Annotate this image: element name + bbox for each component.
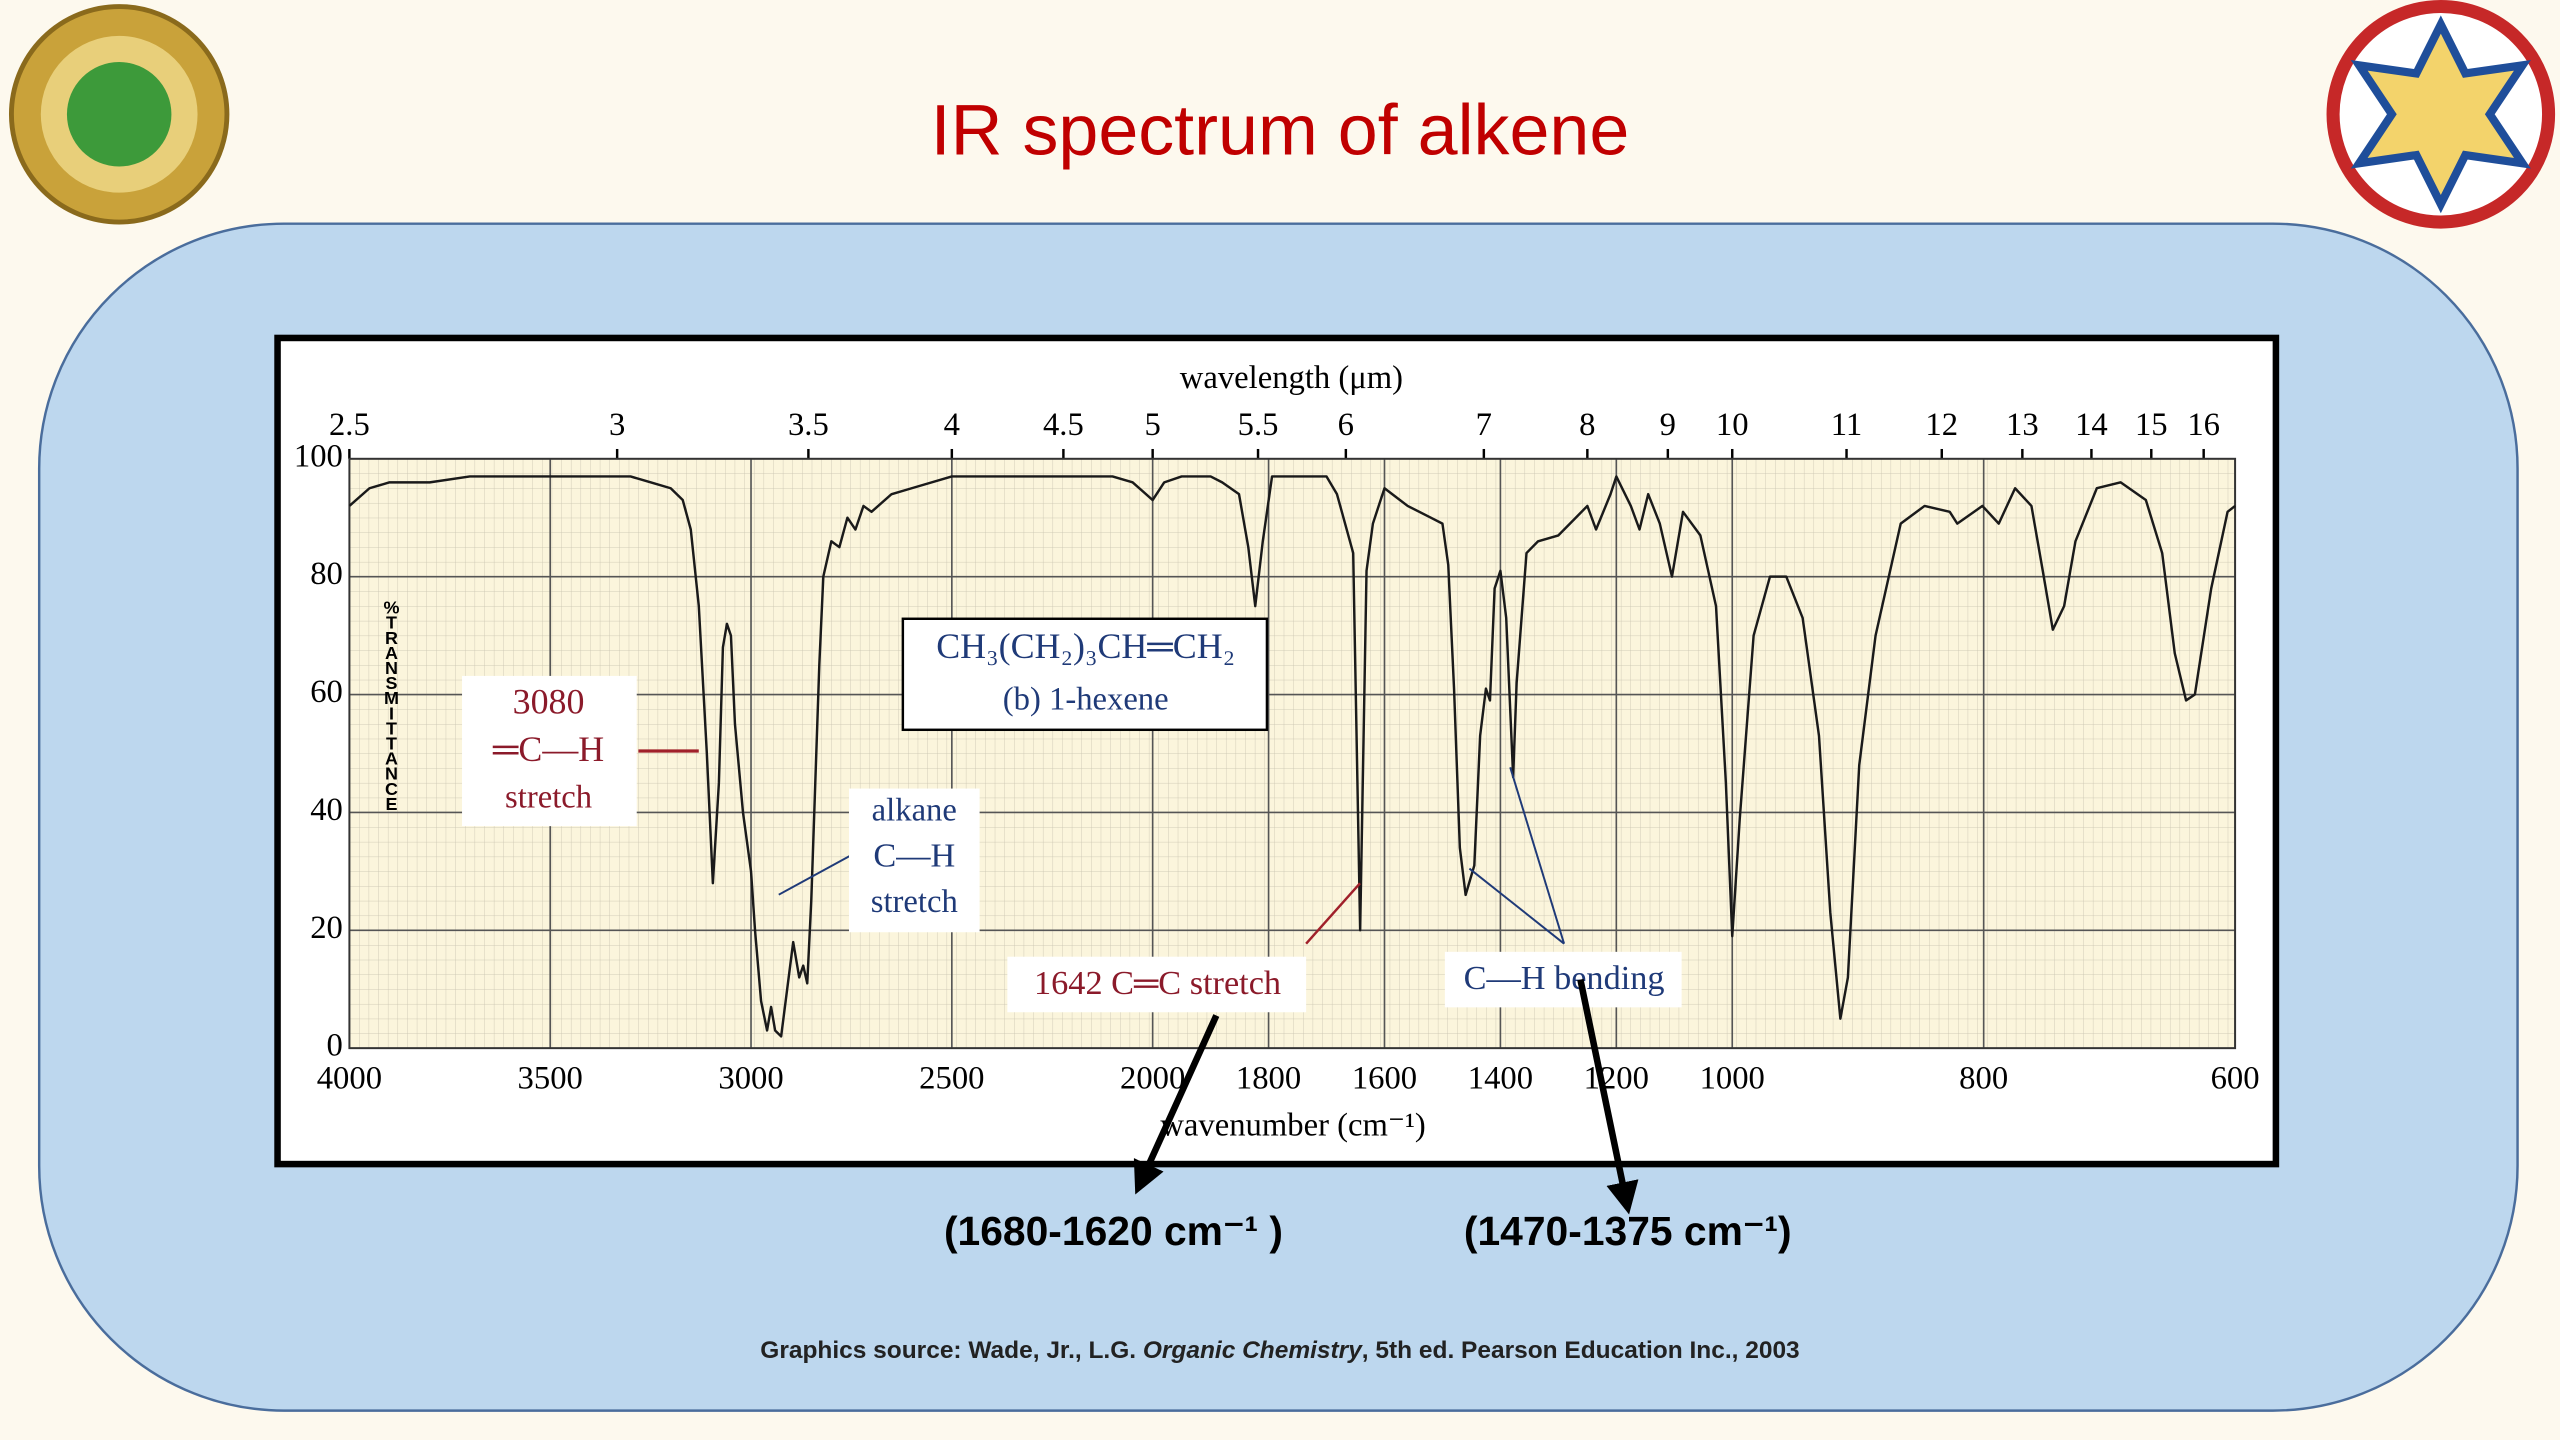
source-text: , 5th ed. Pearson Education Inc., 2003: [1362, 1337, 1800, 1364]
compound-formula: CH₃(CH₂)₃CH═CH₂: [936, 626, 1235, 666]
x2-tick-label: 12: [1925, 407, 1958, 443]
x2-tick-label: 16: [2187, 407, 2220, 443]
x-tick-label: 600: [2211, 1060, 2260, 1096]
x2-tick-label: 6: [1338, 407, 1354, 443]
grid: 0 20 40 60 80 100 4000 3500 3000 2500 2000 1800 1600…: [294, 407, 2260, 1096]
annotation: alkane: [872, 793, 957, 829]
y-tick-label: 20: [310, 910, 343, 946]
annotation: stretch: [871, 884, 958, 920]
x2-tick-label: 11: [1831, 407, 1862, 443]
x-tick-label: 1600: [1352, 1060, 1417, 1096]
annotation: 1642 C═C stretch: [1034, 964, 1281, 1002]
x2-tick-label: 3: [609, 407, 625, 443]
compound-name: (b) 1-hexene: [1003, 682, 1169, 718]
arrow: [1133, 1014, 1220, 1195]
logo-left: [8, 4, 230, 225]
x2-tick-label: 15: [2135, 407, 2168, 443]
logo-right: [2326, 0, 2556, 229]
x2-tick-label: 5: [1144, 407, 1160, 443]
annotation: stretch: [505, 779, 592, 815]
y-tick-label: 80: [310, 556, 343, 592]
x-tick-label: 800: [1959, 1060, 2008, 1096]
x2-tick-label: 14: [2075, 407, 2108, 443]
leader-line: [1468, 867, 1565, 945]
x-tick-label: 1200: [1584, 1060, 1649, 1096]
range-label: (1680-1620 cm⁻¹ ): [944, 1208, 1283, 1254]
x2-tick-label: 4.5: [1043, 407, 1084, 443]
annotation: 3080: [513, 682, 585, 722]
range-label: (1470-1375 cm⁻¹): [1464, 1208, 1792, 1254]
y-tick-label: 100: [294, 438, 343, 474]
plot-border: [348, 457, 2237, 1050]
y-axis-label: %TRANSMITTANCE: [381, 598, 401, 810]
source-note: Graphics source: Wade, Jr., L.G. Organic…: [760, 1337, 1799, 1364]
x-tick-label: 2500: [919, 1060, 984, 1096]
x2-tick-label: 8: [1579, 407, 1595, 443]
x-tick-label: 3500: [518, 1060, 583, 1096]
annotation: C—H bending: [1464, 959, 1665, 997]
plot-area: [349, 458, 2236, 1049]
annotation: ═C—H: [492, 729, 604, 769]
x-tick-label: 1400: [1468, 1060, 1533, 1096]
y-tick-label: 60: [310, 674, 343, 710]
x2-tick-label: 10: [1716, 407, 1749, 443]
source-text: Graphics source: Wade, Jr., L.G.: [760, 1337, 1143, 1364]
leader-line: [778, 854, 852, 896]
slide-title: IR spectrum of alkene: [931, 90, 1630, 170]
x2-tick-label: 5.5: [1238, 407, 1279, 443]
x-tick-label: 4000: [317, 1060, 382, 1096]
x2-tick-label: 9: [1660, 407, 1676, 443]
x-tick-label: 2000: [1120, 1060, 1185, 1096]
annotation-box: [462, 675, 637, 827]
leader-line: [1509, 767, 1566, 944]
x2-tick-label: 13: [2006, 407, 2039, 443]
x2-axis-label: wavelength (μm): [1180, 360, 1403, 396]
x-tick-label: 3000: [718, 1060, 783, 1096]
x-tick-label: 1000: [1700, 1060, 1765, 1096]
y-tick-label: 40: [310, 792, 343, 828]
compound-box: [901, 617, 1269, 732]
annotation-box: [1007, 956, 1307, 1013]
x2-tick-label: 3.5: [788, 407, 829, 443]
annotation-box: [1444, 951, 1682, 1008]
x2-tick-label: 4: [944, 407, 960, 443]
source-text: Organic Chemistry: [1143, 1337, 1363, 1364]
arrow: [1577, 978, 1639, 1215]
x-tick-label: 1800: [1236, 1060, 1301, 1096]
plot: [348, 475, 2236, 1038]
x2-tick-label: 7: [1476, 407, 1492, 443]
spectrum-line: [348, 475, 2236, 1038]
leader-line: [1305, 882, 1361, 945]
x-axis-label: wavenumber (cm⁻¹): [1160, 1108, 1425, 1144]
y-tick-label: 0: [327, 1028, 343, 1064]
annotation-box: [848, 788, 980, 933]
annotation: C—H: [873, 837, 955, 875]
x2-tick-label: 2.5: [329, 407, 370, 443]
